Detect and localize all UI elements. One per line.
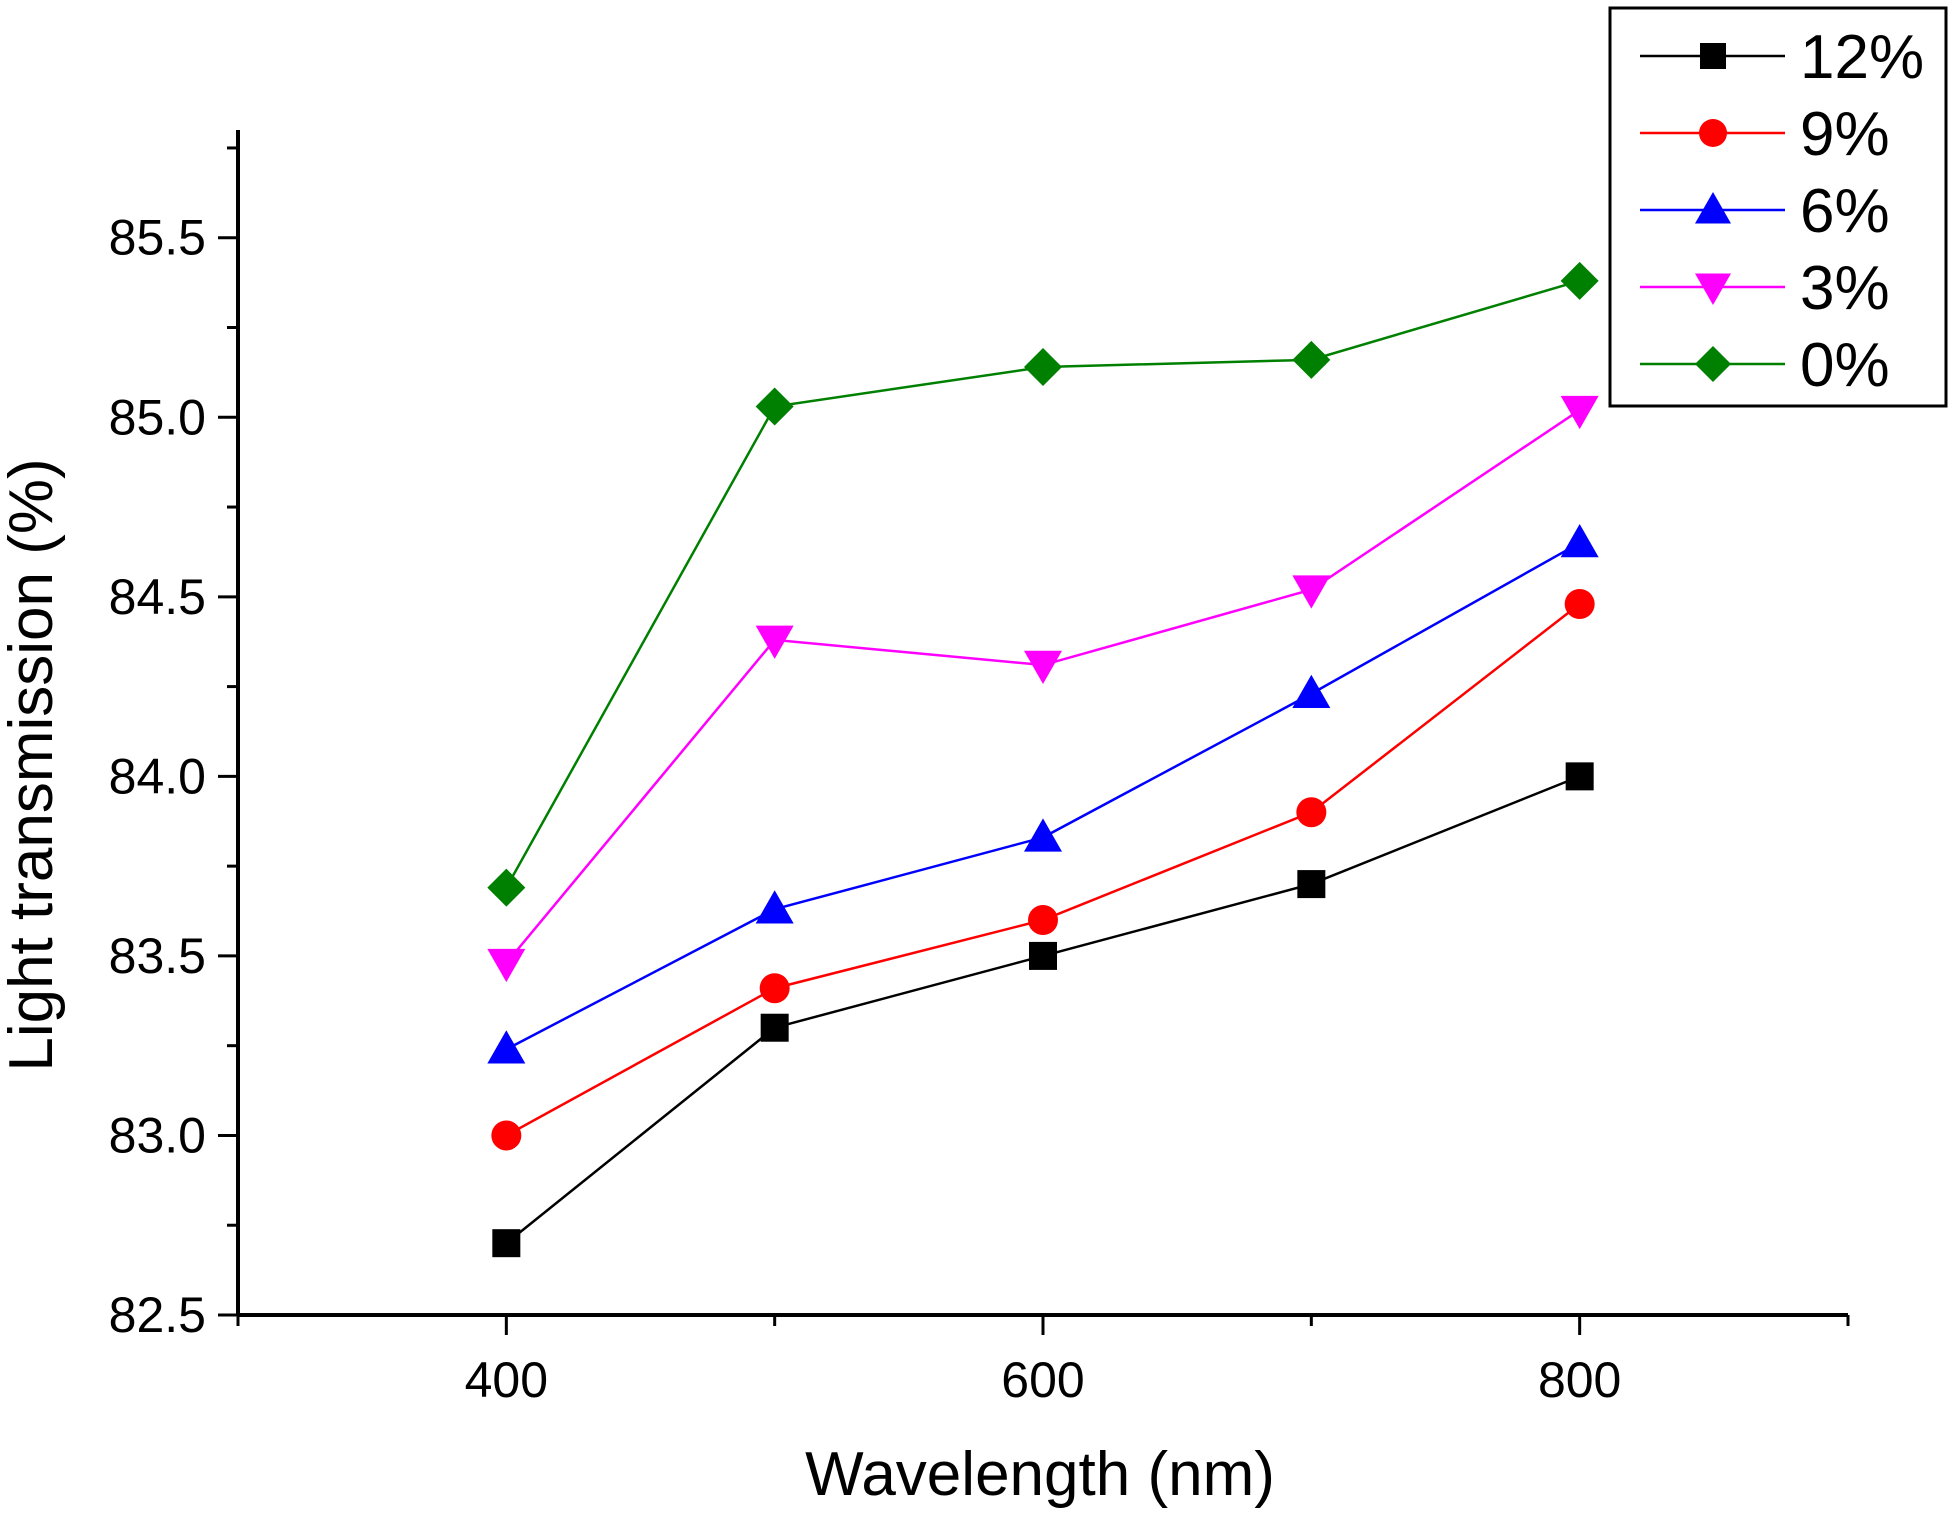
legend-box bbox=[1608, 6, 1948, 408]
data-point bbox=[1297, 870, 1326, 899]
x-axis-title: Wavelength (nm) bbox=[805, 1440, 1275, 1509]
y-tick-label: 84.5 bbox=[109, 569, 206, 625]
data-point bbox=[491, 1120, 522, 1151]
data-point bbox=[1564, 589, 1595, 619]
data-point bbox=[1024, 650, 1062, 685]
series-9pct bbox=[491, 589, 1595, 1151]
legend-label: 12% bbox=[1800, 23, 1924, 92]
data-point bbox=[755, 387, 794, 426]
legend-label: 9% bbox=[1800, 100, 1890, 169]
axes: 82.5 83.0 83.5 84.0 84.5 85.0 85.5 400 600 800 bbox=[109, 130, 1850, 1408]
data-point bbox=[1292, 575, 1331, 609]
x-tick-label: 800 bbox=[1538, 1352, 1621, 1408]
data-point bbox=[1029, 941, 1057, 970]
series-layer bbox=[487, 261, 1599, 1258]
y-tick-label: 82.5 bbox=[109, 1287, 206, 1343]
y-tick-label: 83.0 bbox=[109, 1107, 206, 1163]
series-6pct bbox=[487, 523, 1599, 1064]
data-point bbox=[492, 1229, 521, 1258]
legend-label: 0% bbox=[1800, 331, 1890, 400]
y-axis-title: Light transmission (%) bbox=[0, 458, 66, 1071]
data-point bbox=[487, 1030, 526, 1064]
data-point bbox=[1296, 797, 1327, 828]
data-point bbox=[487, 868, 526, 907]
data-point bbox=[1292, 674, 1331, 709]
legend-label: 3% bbox=[1800, 254, 1890, 323]
legend-label: 6% bbox=[1800, 177, 1890, 246]
y-tick-label: 85.5 bbox=[109, 210, 206, 266]
data-point bbox=[1024, 348, 1062, 386]
series-12pct bbox=[492, 762, 1594, 1258]
data-point bbox=[759, 973, 790, 1004]
data-point bbox=[760, 1013, 789, 1042]
y-tick-label: 83.5 bbox=[109, 928, 206, 984]
legend-marker bbox=[1699, 119, 1727, 147]
legend-marker bbox=[1695, 192, 1731, 224]
y-tick-label: 84.0 bbox=[109, 748, 206, 804]
data-point bbox=[1560, 261, 1599, 300]
data-point bbox=[1560, 395, 1599, 430]
legend-marker bbox=[1700, 43, 1726, 69]
series-0pct bbox=[487, 261, 1599, 907]
x-tick-label: 400 bbox=[465, 1352, 548, 1408]
legend-marker bbox=[1695, 273, 1731, 305]
legend-marker bbox=[1695, 346, 1731, 382]
x-tick-label: 600 bbox=[1001, 1352, 1084, 1408]
y-tick-label: 85.0 bbox=[109, 389, 206, 445]
series-line bbox=[505, 541, 1581, 1051]
data-point bbox=[755, 890, 794, 924]
series-3pct bbox=[487, 395, 1599, 983]
data-point bbox=[755, 625, 794, 659]
data-point bbox=[1292, 340, 1331, 379]
legend: 12% 9% 6% 3% 0% bbox=[1608, 6, 1948, 408]
data-point bbox=[1028, 905, 1058, 935]
data-point bbox=[487, 948, 526, 983]
series-line bbox=[505, 409, 1581, 964]
data-point bbox=[1560, 523, 1599, 558]
data-point bbox=[1565, 762, 1594, 791]
data-point bbox=[1024, 818, 1062, 852]
